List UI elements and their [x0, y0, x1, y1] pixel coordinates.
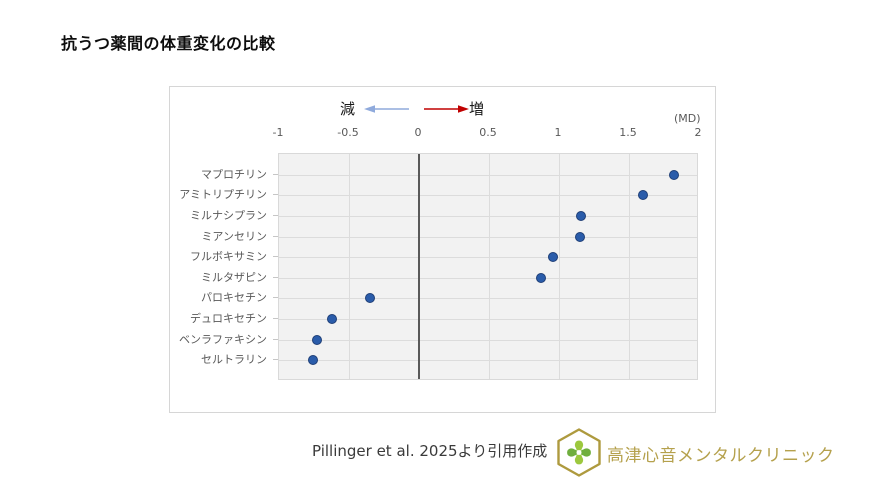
y-axis-label: ミルタザピン — [201, 270, 267, 284]
data-point — [548, 252, 559, 263]
y-axis-tick — [273, 338, 278, 340]
y-axis-tick — [273, 297, 278, 299]
data-point — [576, 210, 587, 221]
data-point — [638, 190, 648, 201]
data-point — [668, 169, 679, 180]
page-title: 抗うつ薬間の体重変化の比較 — [61, 34, 276, 53]
increase-label: 増 — [469, 100, 485, 118]
clinic-logo-icon — [557, 428, 601, 477]
chart-container: 減 増 (MD) -1 -0.5 0 0.5 1 1.5 2 マプロチリンアミトリプチリンミ… — [169, 86, 716, 413]
y-axis-tick — [273, 359, 278, 361]
vertical-gridline — [489, 154, 490, 379]
source-citation: Pillinger et al. 2025より引用作成 — [312, 442, 548, 460]
horizontal-gridline — [279, 319, 697, 321]
data-point — [311, 334, 322, 345]
y-axis-tick — [273, 173, 278, 175]
y-axis-label: デュロキセチン — [190, 312, 267, 326]
zero-axis-line — [418, 154, 420, 379]
y-axis-tick — [273, 194, 278, 196]
horizontal-gridline — [279, 277, 697, 279]
horizontal-gridline — [279, 174, 697, 176]
axis-unit-label: (MD) — [674, 112, 701, 125]
horizontal-gridline — [279, 236, 697, 238]
left-arrow-icon — [364, 105, 409, 113]
x-tick-label: 1 — [554, 126, 562, 139]
plot-area — [278, 153, 698, 380]
horizontal-gridline — [279, 257, 697, 259]
vertical-gridline — [559, 154, 560, 379]
y-axis-label: ベンラファキシン — [179, 332, 267, 346]
horizontal-gridline — [279, 360, 697, 362]
y-axis-label: フルボキサミン — [190, 250, 267, 264]
data-point — [365, 293, 375, 304]
x-tick-label: -0.5 — [337, 126, 359, 139]
y-axis-label: マプロチリン — [201, 167, 267, 181]
horizontal-gridline — [279, 215, 697, 217]
y-axis-tick — [273, 256, 278, 258]
decrease-label: 減 — [340, 100, 356, 118]
x-tick-label: 2 — [694, 126, 702, 139]
horizontal-gridline — [279, 298, 697, 300]
x-tick-label: 0.5 — [479, 126, 497, 139]
vertical-gridline — [349, 154, 350, 379]
y-axis-label: アミトリプチリン — [179, 188, 267, 202]
x-tick-label: -1 — [272, 126, 284, 139]
horizontal-gridline — [279, 339, 697, 341]
x-tick-label: 1.5 — [619, 126, 637, 139]
y-axis-tick — [273, 276, 278, 278]
data-point — [327, 314, 338, 325]
vertical-gridline — [629, 154, 630, 379]
y-axis-label: ミルナシプラン — [190, 208, 267, 222]
x-tick-label: 0 — [414, 126, 422, 139]
y-axis-label: ミアンセリン — [201, 229, 267, 243]
y-axis-tick — [273, 318, 278, 320]
clinic-name: 高津心音メンタルクリニック — [607, 446, 835, 466]
data-point — [575, 231, 585, 242]
data-point — [535, 272, 546, 283]
y-axis-tick — [273, 214, 278, 216]
data-point — [307, 355, 318, 366]
y-axis-label: セルトラリン — [201, 353, 267, 367]
right-arrow-icon — [424, 105, 469, 113]
horizontal-gridline — [279, 195, 697, 197]
y-axis-tick — [273, 235, 278, 237]
y-axis-label: パロキセチン — [201, 291, 267, 305]
